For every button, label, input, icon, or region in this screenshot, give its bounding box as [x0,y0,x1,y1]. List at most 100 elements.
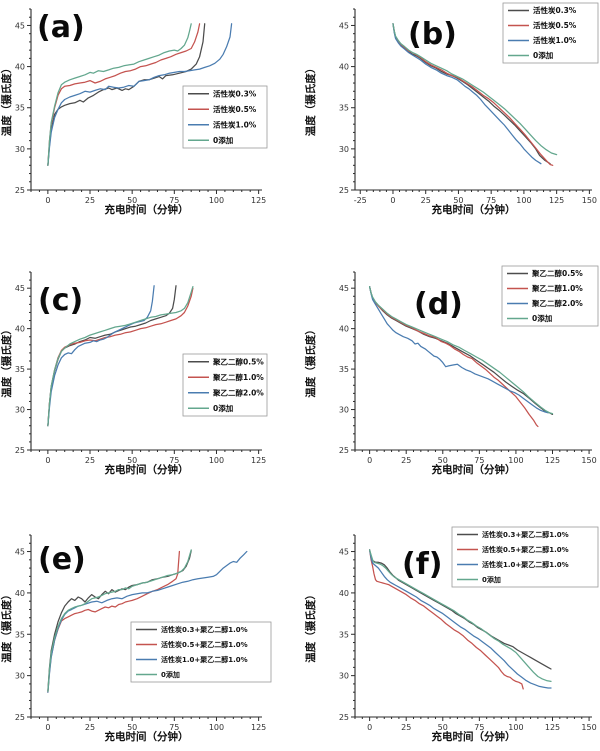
legend-label-3: 0添加 [161,670,180,679]
subplot-d: 0 25 50 75 100 125 150 25 30 35 40 45 充电时间（分钟） 温度（摄氏度… [300,251,600,501]
x-tick-label: 0 [367,456,372,465]
legend: 聚乙二醇0.5% 聚乙二醇1.0% 聚乙二醇2.0% 0添加 [182,353,268,417]
y-tick-label: 40 [339,63,349,72]
x-tick-label: 125 [549,196,564,205]
chart-svg-b: -25 0 25 50 75 100 125 150 25 30 35 40 45 充电时间（分钟） 温度（… [304,2,599,216]
y-tick-label: 30 [15,145,25,154]
x-axis-title: 充电时间（分钟） [105,203,189,216]
subplot-a: 0 25 50 75 100 125 25 30 35 40 45 充电时间（分钟） 温度（摄氏度） (a… [0,0,300,250]
y-tick-label: 25 [15,186,25,195]
x-tick-label: 0 [367,723,372,732]
y-tick-label: 45 [339,284,349,293]
series-group [392,23,558,166]
x-tick-label: 100 [209,196,224,205]
legend-label-0: 聚乙二醇0.5% [212,356,264,366]
y-axis-title: 温度（摄氏度） [0,63,13,137]
y-tick-label: 45 [15,284,25,293]
y-tick-label: 25 [15,446,25,455]
chart-svg-a: 0 25 50 75 100 125 25 30 35 40 45 充电时间（分钟） 温度（摄氏度） (a… [0,8,268,216]
x-axis-title: 充电时间（分钟） [105,730,189,743]
x-axis-title: 充电时间（分钟） [105,463,189,476]
y-tick-label: 35 [15,630,25,639]
x-axis-title: 充电时间（分钟） [432,463,516,476]
x-tick-label: 150 [582,196,597,205]
series-line-2 [47,23,233,166]
y-tick-label: 30 [15,672,25,681]
subplot-c: 0 25 50 75 100 125 25 30 35 40 45 充电时间（分钟） 温度（摄氏度） (c… [0,251,300,501]
y-tick-label: 35 [15,104,25,113]
y-tick-label: 25 [339,186,349,195]
series-line-1 [47,23,201,166]
legend-label-1: 活性炭0.5% [213,104,257,114]
y-tick-label: 30 [339,672,349,681]
x-tick-label: 0 [45,196,50,205]
x-tick-label: 100 [508,723,523,732]
x-tick-label: 50 [127,456,137,465]
x-tick-label: 125 [251,723,266,732]
series-line-0 [368,549,552,670]
chart-svg-f: 0 25 50 75 100 125 150 25 30 35 40 45 充电时间（分钟） 温度（摄氏度… [304,526,599,743]
legend-label-1: 活性炭0.5+聚乙二醇1.0% [482,545,569,554]
legend-label-1: 活性炭0.5+聚乙二醇1.0% [161,640,248,649]
x-tick-label: 75 [169,196,179,205]
x-tick-label: 25 [401,456,411,465]
series-line-3 [392,23,558,156]
y-tick-label: 40 [15,63,25,72]
chart-svg-e: 0 25 50 75 100 125 25 30 35 40 45 充电时间（分钟） 温度（摄氏度） (e… [0,534,272,743]
legend-label-2: 活性炭1.0+聚乙二醇1.0% [482,560,569,569]
x-tick-label: 75 [486,196,496,205]
series-line-2 [392,23,542,165]
legend-label-0: 活性炭0.3+聚乙二醇1.0% [482,530,569,539]
x-tick-label: 100 [516,196,531,205]
y-tick-label: 45 [339,21,349,30]
x-tick-label: 75 [474,456,484,465]
y-tick-label: 35 [15,365,25,374]
series-line-2 [368,285,549,414]
x-tick-label: 150 [581,456,596,465]
legend-label-0: 活性炭0.3+聚乙二醇1.0% [161,625,248,634]
subplot-f: 0 25 50 75 100 125 150 25 30 35 40 45 充电时间（分钟） 温度（摄氏度… [300,501,600,751]
y-tick-label: 35 [339,104,349,113]
y-tick-label: 40 [339,589,349,598]
legend-label-3: 0添加 [532,313,552,323]
subplot-b: -25 0 25 50 75 100 125 150 25 30 35 40 45 充电时间（分钟） 温度（… [300,0,600,250]
axes: 0 25 50 75 100 125 25 30 35 40 45 [15,534,266,732]
series-line-0 [47,23,206,166]
panel-label: (a) [37,10,85,45]
y-tick-label: 25 [15,713,25,722]
panel-label: (b) [408,17,457,52]
legend: 活性炭0.3+聚乙二醇1.0% 活性炭0.5+聚乙二醇1.0% 活性炭1.0+聚乙二… [451,526,599,588]
y-tick-label: 45 [15,21,25,30]
x-tick-label: 50 [453,196,463,205]
legend: 聚乙二醇0.5% 聚乙二醇1.0% 聚乙二醇2.0% 0添加 [501,265,599,327]
x-tick-label: 50 [438,723,448,732]
axes: 0 25 50 75 100 125 150 25 30 35 40 45 [339,271,597,465]
axes: 0 25 50 75 100 125 25 30 35 40 45 [15,271,266,465]
legend-label-3: 0添加 [482,575,501,584]
x-tick-label: 100 [209,723,224,732]
panel-label: (c) [38,283,83,318]
y-axis-title: 温度（摄氏度） [0,324,13,398]
x-tick-label: 75 [169,723,179,732]
y-tick-label: 40 [15,589,25,598]
series-group [47,285,194,427]
subplot-e: 0 25 50 75 100 125 25 30 35 40 45 充电时间（分钟） 温度（摄氏度） (e… [0,501,300,751]
series-group [47,23,233,166]
y-tick-label: 35 [339,365,349,374]
legend-label-1: 聚乙二醇1.0% [212,372,264,382]
y-tick-label: 30 [15,406,25,415]
y-tick-label: 25 [339,713,349,722]
x-axis-title: 充电时间（分钟） [432,730,516,743]
chart-svg-d: 0 25 50 75 100 125 150 25 30 35 40 45 充电时间（分钟） 温度（摄氏度… [304,265,599,476]
chart-svg-c: 0 25 50 75 100 125 25 30 35 40 45 充电时间（分钟） 温度（摄氏度） (c… [0,271,268,476]
series-line-3 [47,285,194,427]
x-tick-label: 125 [251,456,266,465]
x-tick-label: 25 [85,456,95,465]
series-line-2 [47,550,248,693]
series-group [47,549,248,693]
y-tick-label: 45 [15,548,25,557]
panel-label: (e) [38,542,86,577]
legend-label-2: 聚乙二醇2.0% [531,298,583,308]
x-tick-label: 100 [209,456,224,465]
series-group [368,549,552,690]
